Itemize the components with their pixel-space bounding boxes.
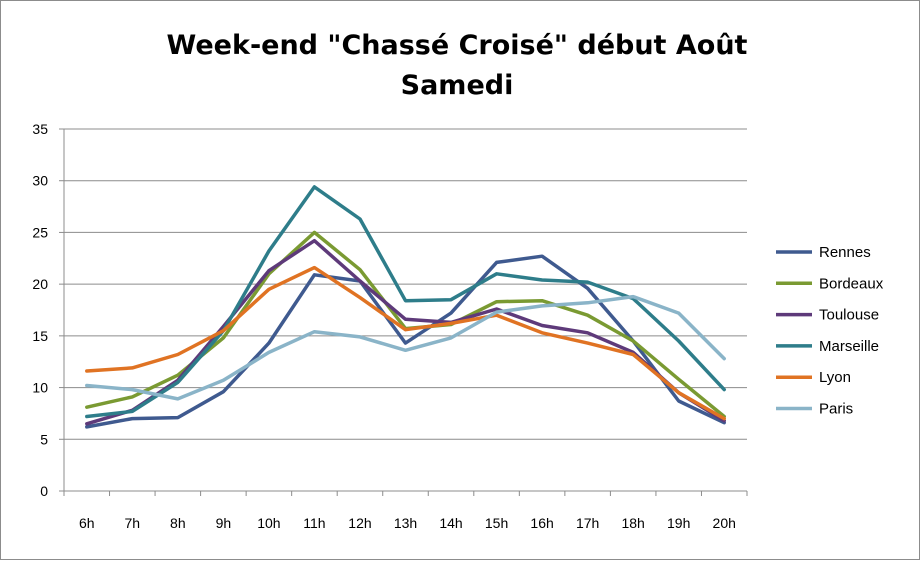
x-tick-label: 12h [348, 515, 371, 531]
y-tick-label: 15 [32, 328, 48, 344]
chart-subtitle: Samedi [401, 70, 514, 101]
chart-title: Week-end "Chassé Croisé" début Août [167, 30, 748, 61]
y-tick-label: 5 [40, 431, 48, 447]
series-line-bordeaux [85, 230, 726, 419]
legend-label-toulouse: Toulouse [819, 307, 879, 324]
legend-label-paris: Paris [819, 401, 853, 418]
x-tick-label: 7h [125, 515, 141, 531]
x-tick-label: 16h [530, 515, 553, 531]
series-line-rennes [85, 254, 726, 429]
y-tick-label: 30 [32, 173, 48, 189]
series-line-paris [85, 294, 726, 401]
series-line-toulouse [85, 238, 726, 426]
x-tick-label: 20h [713, 515, 736, 531]
x-tick-label: 8h [170, 515, 186, 531]
x-tick-label: 13h [394, 515, 417, 531]
x-tick-label: 10h [257, 515, 280, 531]
y-tick-label: 35 [32, 121, 48, 137]
legend-label-marseille: Marseille [819, 338, 879, 355]
legend-label-lyon: Lyon [819, 369, 851, 386]
x-tick-label: 15h [485, 515, 508, 531]
x-tick-label: 17h [576, 515, 599, 531]
x-tick-label: 19h [667, 515, 690, 531]
x-tick-label: 11h [303, 515, 325, 531]
x-tick-label: 6h [79, 515, 95, 531]
legend-label-bordeaux: Bordeaux [819, 275, 884, 292]
legend-label-rennes: Rennes [819, 244, 871, 261]
series-line-lyon [85, 265, 726, 421]
y-tick-label: 0 [40, 483, 48, 499]
series-line-marseille [85, 185, 726, 419]
y-tick-label: 20 [32, 276, 48, 292]
x-tick-label: 14h [439, 515, 462, 531]
x-tick-label: 9h [216, 515, 232, 531]
x-tick-label: 18h [621, 515, 644, 531]
y-tick-label: 10 [32, 380, 48, 396]
y-tick-label: 25 [32, 224, 48, 240]
